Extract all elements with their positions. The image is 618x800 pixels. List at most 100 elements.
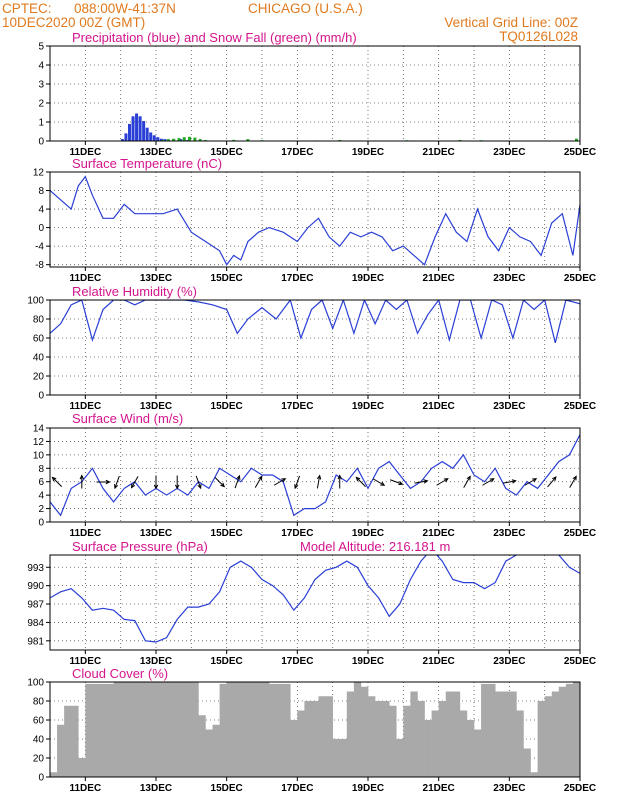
cloud-cover-bar	[325, 696, 333, 777]
precipitation-snowfall-bar	[188, 136, 192, 141]
precipitation-snowfall-bar	[232, 139, 236, 141]
header-code: TQ0126L028	[499, 29, 578, 44]
wind-arrow-head	[51, 476, 57, 482]
cloud-ytick-label: 80	[33, 697, 45, 708]
cloud-cover-bar	[459, 710, 468, 777]
cloud-cover-bar	[177, 682, 185, 777]
wind-arrow	[316, 475, 321, 489]
temperature-frame	[49, 171, 581, 268]
temperature-ytick-label: -4	[35, 242, 44, 253]
cloud-cover-bar	[353, 682, 362, 777]
wind-arrow-head	[489, 478, 495, 483]
header-city: CHICAGO (U.S.A.)	[248, 1, 363, 16]
temperature-xtick-label: 15DEC	[211, 273, 243, 284]
temperature-xtick-label: 13DEC	[140, 273, 172, 284]
cloud-cover-bar	[226, 682, 235, 777]
cloud-cover-bar	[516, 710, 524, 777]
precipitation-snowfall-bar	[166, 139, 170, 141]
cloud-cover-bar	[544, 696, 553, 777]
cloud-ytick-label: 100	[27, 678, 44, 689]
cloud-panel: 0 20 40 60 80 100 11DEC 13DEC 15DEC 17DEC 19DEC 21D…	[27, 678, 596, 795]
wind-arrow-head	[294, 484, 299, 490]
humidity-ytick-label: 40	[33, 353, 45, 364]
cloud-ytick-label: 60	[33, 716, 45, 727]
cloud-cover-bar	[78, 758, 86, 777]
wind-arrow-head	[114, 484, 119, 490]
wind-ytick-label: 2	[38, 504, 44, 515]
pressure-xtick-label: 15DEC	[211, 656, 243, 667]
precipitation-ytick-label: 1	[38, 118, 44, 129]
precipitation-precipitation-bar	[142, 121, 146, 141]
humidity-xtick-label: 23DEC	[493, 401, 525, 412]
cloud-cover-bar	[156, 682, 164, 777]
precipitation-precipitation-bar	[152, 135, 156, 141]
precipitation-precipitation-bar	[179, 139, 183, 141]
cloud-cover-bar	[106, 683, 114, 777]
wind-arrow-head	[380, 481, 386, 486]
humidity-xtick-label: 17DEC	[281, 401, 313, 412]
humidity-xtick-label: 19DEC	[352, 401, 384, 412]
wind-arrow-head	[153, 484, 159, 490]
wind-arrow-head	[197, 484, 202, 490]
cloud-cover-bar	[424, 720, 432, 777]
wind-xtick-label: 21DEC	[423, 528, 455, 539]
wind-arrow-head	[423, 479, 429, 484]
temperature-xtick-label: 19DEC	[352, 273, 384, 284]
humidity-xtick-label: 21DEC	[423, 401, 455, 412]
wind-arrow-head	[552, 476, 557, 482]
cloud-cover-bar	[92, 683, 100, 777]
cloud-cover-bar	[163, 682, 171, 777]
humidity-xtick-label: 15DEC	[211, 401, 243, 412]
cloud-xtick-label: 17DEC	[281, 783, 313, 794]
pressure-series-line	[50, 555, 580, 643]
cloud-cover-bar	[269, 683, 277, 777]
wind-ytick-label: 6	[38, 477, 44, 488]
pressure-panel: 981 984 987 990 993 11DEC 13DEC 15DEC 17DEC 19DEC…	[27, 554, 596, 667]
precipitation-snowfall-bar	[193, 137, 197, 141]
cloud-cover-bar	[233, 682, 242, 777]
wind-arrow	[372, 478, 385, 486]
cloud-cover-bar	[565, 683, 574, 777]
humidity-xtick-label: 25DEC	[564, 401, 596, 412]
cloud-cover-bar	[466, 720, 475, 777]
temperature-ytick-label: 0	[38, 223, 44, 234]
precipitation-precipitation-bar	[128, 123, 131, 141]
wind-arrow-head	[175, 484, 180, 490]
wind-arrow-head	[281, 478, 287, 483]
precipitation-snowfall-bar	[198, 139, 202, 141]
cloud-title: Cloud Cover (%)	[72, 666, 168, 681]
wind-arrow-head	[355, 476, 361, 482]
humidity-xtick-label: 13DEC	[140, 401, 172, 412]
wind-xtick-label: 19DEC	[352, 528, 384, 539]
temperature-title: Surface Temperature (nC)	[72, 156, 222, 171]
precipitation-ytick-label: 5	[38, 42, 44, 53]
cloud-cover-bar	[452, 691, 461, 777]
wind-arrow-head	[79, 474, 84, 480]
wind-arrow	[414, 480, 428, 484]
cloud-cover-bar	[141, 682, 150, 777]
precipitation-precipitation-bar	[131, 116, 135, 141]
humidity-series-line	[50, 300, 580, 343]
cloud-cover-bar	[205, 729, 213, 777]
humidity-ytick-label: 80	[33, 315, 45, 326]
wind-arrow-head	[220, 482, 226, 488]
wind-arrow	[52, 477, 63, 487]
humidity-panel: 0 20 40 60 80 100 11DEC 13DEC 15DEC 17DEC 19DEC 21D…	[27, 296, 596, 413]
cloud-cover-bar	[247, 682, 256, 777]
pressure-ytick-label: 987	[27, 600, 44, 611]
humidity-ytick-label: 60	[33, 334, 45, 345]
wind-ytick-label: 12	[33, 437, 45, 448]
pressure-ytick-label: 993	[27, 563, 44, 574]
cloud-cover-bar	[50, 772, 58, 777]
wind-xtick-label: 11DEC	[69, 528, 101, 539]
pressure-xtick-label: 23DEC	[493, 656, 525, 667]
wind-arrow-head	[337, 474, 342, 480]
temperature-panel: -8 -4 0 4 8 12 11DEC 13DEC 15DEC 17DEC 19DEC 21DEC 2…	[33, 168, 596, 285]
wind-arrow	[195, 475, 202, 489]
cloud-ytick-label: 0	[38, 773, 44, 784]
cloud-cover-bar	[572, 682, 581, 777]
pressure-xtick-label: 21DEC	[423, 656, 455, 667]
wind-arrow-head	[466, 475, 471, 481]
cloud-cover-bar	[530, 772, 538, 777]
wind-xtick-label: 25DEC	[564, 528, 596, 539]
